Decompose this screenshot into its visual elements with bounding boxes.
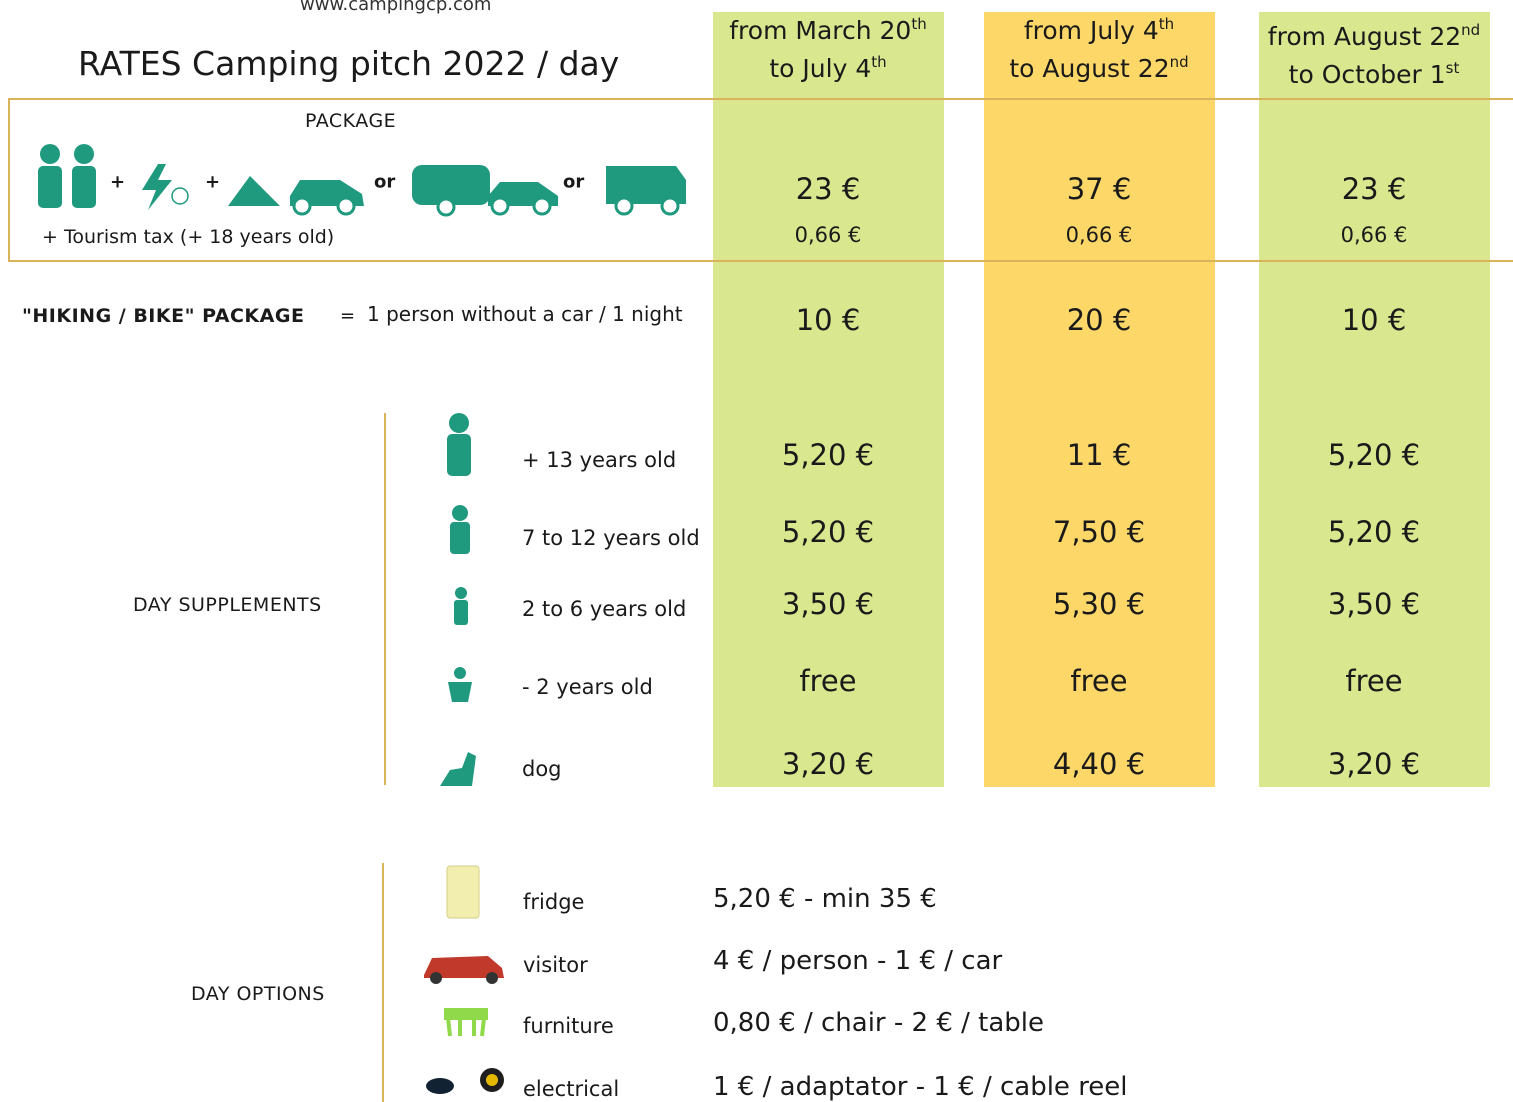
period-to: to October 1st [1244,56,1504,94]
period-to-sup: th [871,53,886,71]
option-price: 1 € / adaptator - 1 € / cable reel [713,1072,1128,1102]
option-price: 0,80 € / chair - 2 € / table [713,1008,1044,1038]
supplement-price: free [1244,664,1504,698]
supplement-label: - 2 years old [522,675,653,699]
tax-price: 0,66 € [969,223,1229,247]
hiking-price: 10 € [1244,303,1504,337]
period-from: from July 4th [969,12,1229,50]
supplement-price: 5,20 € [698,438,958,472]
supplement-price: 11 € [969,438,1229,472]
supplement-label: 2 to 6 years old [522,597,686,621]
supplement-label: 7 to 12 years old [522,526,700,550]
supplement-price: 3,50 € [698,587,958,621]
supplement-price: 5,20 € [1244,438,1504,472]
period-from-sup: nd [1461,21,1480,39]
package-price: 23 € [698,172,958,206]
hiking-price: 10 € [698,303,958,337]
option-label: electrical [523,1077,619,1101]
period-to-text: to October 1 [1289,60,1446,89]
tax-price: 0,66 € [698,223,958,247]
supplement-price: free [969,664,1229,698]
period-from-sup: th [1159,15,1174,33]
supplement-price: 7,50 € [969,515,1229,549]
hiking-price: 20 € [969,303,1229,337]
supplement-price: 3,20 € [1244,747,1504,781]
supplement-price: 5,20 € [698,515,958,549]
period-from-sup: th [911,15,926,33]
period-from-text: from March 20 [729,16,911,45]
supplement-price: 3,50 € [1244,587,1504,621]
supplement-price: 4,40 € [969,747,1229,781]
icons [0,0,1513,1102]
period-from-text: from August 22 [1268,22,1461,51]
option-label: fridge [523,890,584,914]
page: www.campingcp.com RATES Camping pitch 20… [0,0,1513,1102]
supplement-price: free [698,664,958,698]
period-to-text: to August 22 [1009,54,1169,83]
period-to: to August 22nd [969,50,1229,88]
period-to-text: to July 4 [769,54,871,83]
tax-price: 0,66 € [1244,223,1504,247]
supplement-price: 5,20 € [1244,515,1504,549]
package-price: 23 € [1244,172,1504,206]
supplement-label: + 13 years old [522,448,676,472]
supplement-price: 5,30 € [969,587,1229,621]
period-to-sup: nd [1170,53,1189,71]
period-to-sup: st [1446,59,1460,77]
supplement-label: dog [522,757,562,781]
period-from-text: from July 4 [1024,16,1159,45]
option-price: 5,20 € - min 35 € [713,884,937,914]
supplement-price: 3,20 € [698,747,958,781]
option-label: furniture [523,1014,614,1038]
option-label: visitor [523,953,588,977]
option-price: 4 € / person - 1 € / car [713,946,1002,976]
period-from: from March 20th [698,12,958,50]
period-from: from August 22nd [1244,18,1504,56]
period-to: to July 4th [698,50,958,88]
package-price: 37 € [969,172,1229,206]
